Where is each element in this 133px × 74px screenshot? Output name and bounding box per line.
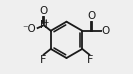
Text: +: + bbox=[42, 18, 49, 27]
Text: ⁻O: ⁻O bbox=[22, 24, 36, 34]
Text: O: O bbox=[40, 6, 48, 16]
Text: F: F bbox=[40, 56, 46, 65]
Text: F: F bbox=[87, 56, 93, 65]
Text: O: O bbox=[87, 11, 96, 21]
Text: O: O bbox=[101, 26, 109, 36]
Text: N: N bbox=[40, 20, 47, 30]
